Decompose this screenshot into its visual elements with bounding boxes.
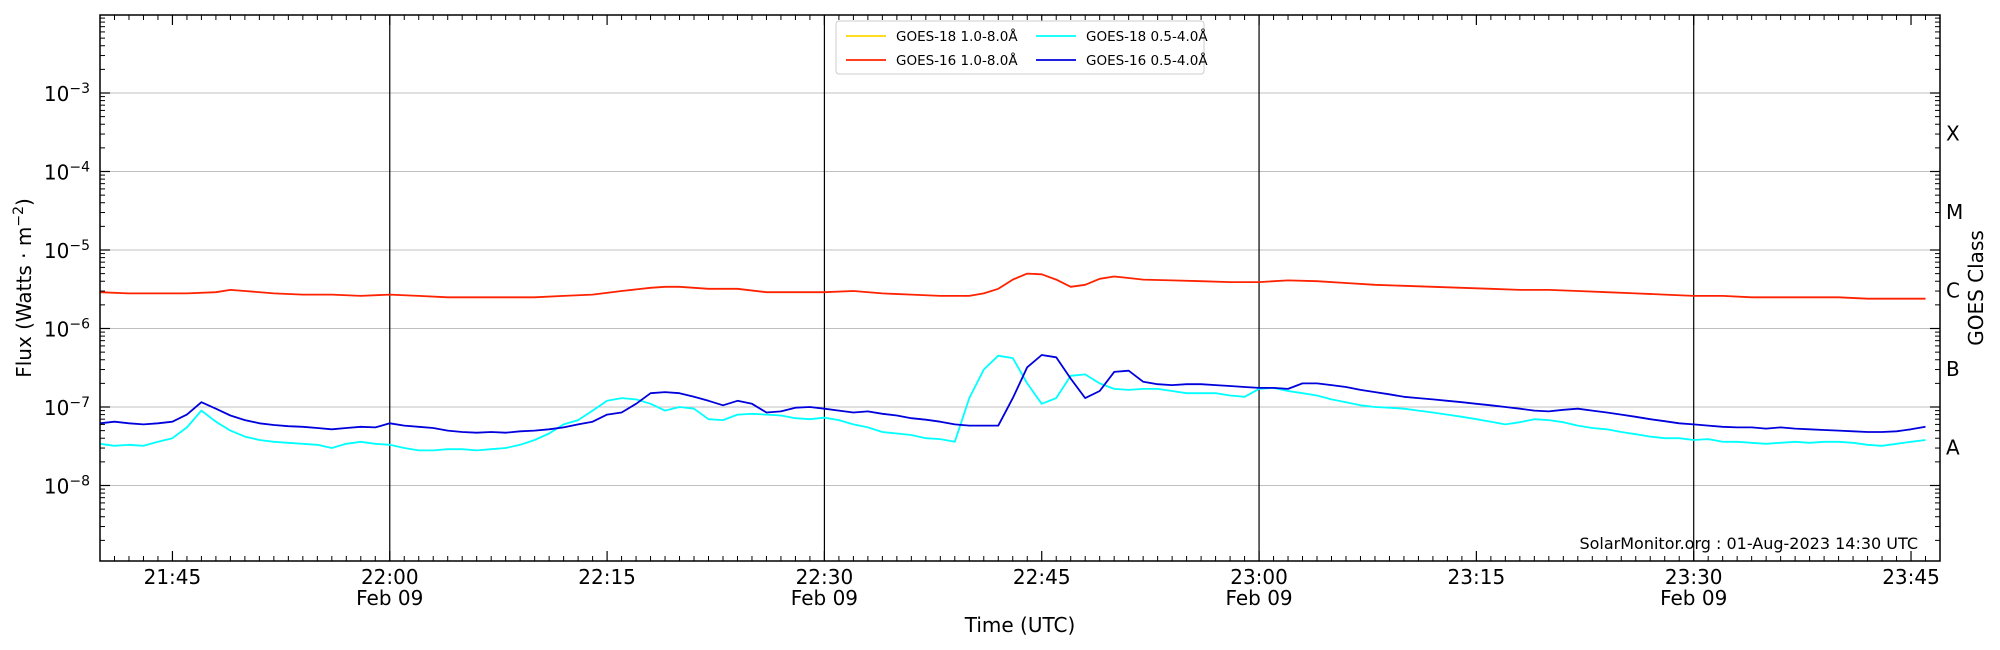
y-tick-label: 10−8 [44,474,90,499]
x-tick-label: 21:45 [144,565,202,589]
x-tick-label: 22:30 [796,565,854,589]
x-tick-label: 23:15 [1448,565,1506,589]
legend-label: GOES-18 1.0-8.0Å [896,28,1018,45]
x-tick-label: 22:00 [361,565,419,589]
series-line [99,354,1926,434]
plot-frame [99,14,1941,562]
x-tick-label: 23:45 [1882,565,1940,589]
x-tick-label: 22:45 [1013,565,1071,589]
x-axis-title: Time (UTC) [964,613,1076,637]
y-tick-label: 10−7 [44,395,90,420]
series-line [99,354,1926,452]
x-tick-date-label: Feb 09 [356,586,423,610]
y-tick-label: 10−6 [44,317,90,342]
x-tick-label: 23:00 [1230,565,1288,589]
x-tick-label: 23:30 [1665,565,1723,589]
axis-ticks [99,15,1941,561]
data-series [99,272,1926,452]
y-tick-label: 10−3 [44,81,90,106]
x-tick-label: 22:15 [578,565,636,589]
legend: GOES-18 1.0-8.0Å GOES-18 0.5-4.0Å GOES-16 … [835,20,1208,75]
y-tick-label: 10−5 [44,238,90,263]
legend-label: GOES-16 0.5-4.0Å [1086,52,1208,69]
goes-class-label: A [1946,435,1960,459]
x-tick-date-label: Feb 09 [791,586,858,610]
y-tick-labels: 10−3 10−4 10−5 10−6 10−7 10−8 [44,81,90,499]
right-axis-title: GOES Class [1964,230,1988,346]
x-tick-date-label: Feb 09 [1660,586,1727,610]
legend-entries: GOES-18 1.0-8.0Å GOES-18 0.5-4.0Å GOES-16 … [846,28,1208,69]
y-axis-title: Flux (Watts · m−2) [11,198,36,378]
series-line [99,272,1926,300]
day-marker-lines [389,15,1695,561]
legend-label: GOES-18 0.5-4.0Å [1086,28,1208,45]
goes-class-label: B [1946,357,1960,381]
credit-text: SolarMonitor.org : 01-Aug-2023 14:30 UTC [1579,534,1918,553]
gridlines [100,92,1940,486]
legend-label: GOES-16 1.0-8.0Å [896,52,1018,69]
goes-class-labels: X M C B A [1946,121,1963,459]
y-tick-label: 10−4 [44,160,90,185]
x-tick-date-label: Feb 09 [1225,586,1292,610]
goes-class-label: C [1946,278,1960,302]
goes-class-label: M [1946,200,1963,224]
goes-class-label: X [1946,121,1960,145]
legend-box [835,20,1205,75]
